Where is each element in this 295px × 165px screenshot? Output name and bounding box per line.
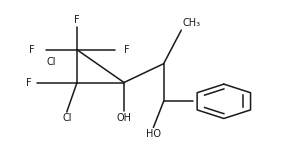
Text: Cl: Cl bbox=[46, 57, 56, 67]
Text: F: F bbox=[124, 45, 130, 55]
Text: F: F bbox=[26, 78, 31, 87]
Text: F: F bbox=[29, 45, 35, 55]
Text: OH: OH bbox=[117, 113, 132, 123]
Text: Cl: Cl bbox=[62, 114, 71, 123]
Text: F: F bbox=[74, 15, 80, 25]
Text: CH₃: CH₃ bbox=[183, 18, 201, 28]
Text: HO: HO bbox=[146, 129, 161, 139]
